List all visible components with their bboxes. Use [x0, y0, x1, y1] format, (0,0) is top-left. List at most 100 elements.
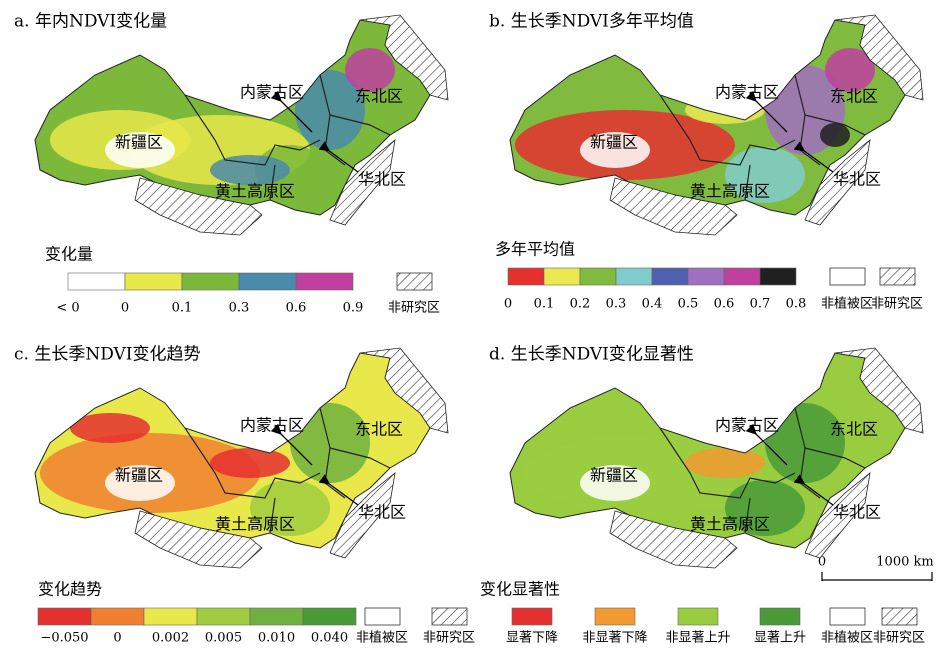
legend-label: 0.002	[152, 631, 189, 646]
map-patch	[725, 480, 805, 536]
map-patch	[580, 132, 650, 168]
legend-swatch	[90, 607, 145, 626]
legend-swatch	[124, 272, 183, 291]
legend-title: 变化趋势	[38, 580, 102, 599]
legend-title: 多年平均值	[495, 240, 575, 259]
non-study-area	[804, 472, 871, 559]
non-study-area	[609, 177, 738, 236]
legend-swatch	[615, 267, 653, 286]
map-patch	[345, 48, 395, 92]
region-border	[744, 497, 751, 534]
legend-swatch	[723, 267, 761, 286]
region-label: 内蒙古区	[715, 83, 779, 102]
non-study-swatch	[431, 607, 468, 626]
legend-label: 非研究区	[423, 631, 475, 646]
region-border	[184, 427, 321, 499]
region-border	[744, 164, 751, 201]
legend-swatch	[594, 607, 636, 626]
map-patch	[725, 147, 805, 203]
region-label: 东北区	[355, 420, 403, 439]
region-label: 黄土高原区	[215, 182, 295, 201]
legend-label: 非研究区	[388, 301, 440, 316]
region-label: 新疆区	[115, 466, 163, 485]
map-patch	[295, 70, 365, 150]
legend-label: 0.2	[570, 297, 591, 312]
legend-label: 0.9	[343, 301, 364, 316]
legend-label: 0.6	[286, 301, 307, 316]
map	[509, 14, 924, 236]
legend-label: 非研究区	[871, 297, 923, 312]
region-border	[804, 114, 866, 136]
arrow	[745, 423, 788, 466]
non-study-area	[804, 139, 871, 226]
legend-label: 非植被区	[821, 631, 873, 646]
legend-label: 0.040	[311, 631, 348, 646]
legend-label: 0	[121, 301, 129, 316]
non-study-area	[134, 177, 263, 236]
legend-label: 0.5	[678, 297, 699, 312]
region-border	[804, 447, 866, 469]
legend-label: 0.3	[606, 297, 627, 312]
legend-label: 0.3	[229, 301, 250, 316]
region-label: 东北区	[355, 87, 403, 106]
legend-label: 显著下降	[506, 631, 558, 646]
panel-title: b. 生长季NDVI多年平均值	[489, 12, 694, 32]
legend-swatch	[579, 267, 617, 286]
non-study-swatch	[396, 272, 433, 291]
legend-swatch	[651, 267, 689, 286]
legend-label: 显著上升	[754, 631, 806, 646]
region-label: 新疆区	[590, 133, 638, 152]
legend-label: 非研究区	[873, 631, 925, 646]
non-study-area	[329, 472, 396, 559]
map	[34, 347, 449, 569]
non-vegetation-swatch	[829, 607, 866, 626]
region-label: 新疆区	[590, 466, 638, 485]
arrow	[270, 423, 313, 466]
legend-swatch	[143, 607, 198, 626]
non-vegetation-swatch	[829, 267, 866, 286]
legend-label: 0.1	[534, 297, 555, 312]
legend-swatch	[196, 607, 251, 626]
panel-title: c. 生长季NDVI变化趋势	[14, 345, 201, 365]
arrow	[270, 90, 313, 133]
legend-swatch	[687, 267, 725, 286]
legend-title: 变化显著性	[480, 580, 560, 599]
legend-label: 0.8	[786, 297, 807, 312]
non-study-area	[834, 14, 924, 101]
region-border	[329, 447, 391, 469]
region-border	[794, 407, 821, 499]
map-patch	[105, 465, 175, 501]
legend-label: 0.005	[205, 631, 242, 646]
legend-title: 变化量	[45, 245, 93, 264]
region-label: 黄土高原区	[690, 515, 770, 534]
legend-label: 0.010	[258, 631, 295, 646]
non-study-area	[834, 347, 924, 434]
legend-label: 非植被区	[356, 631, 408, 646]
non-study-area	[359, 14, 449, 101]
scale-label: 1000 km	[876, 555, 933, 570]
legend-swatch	[249, 607, 304, 626]
region-border	[659, 94, 796, 166]
non-study-area	[359, 347, 449, 434]
map-patch	[820, 123, 850, 147]
non-vegetation-swatch	[364, 607, 401, 626]
region-label: 华北区	[358, 170, 406, 189]
legend-swatch	[677, 607, 719, 626]
non-study-swatch	[879, 267, 916, 286]
map-patch	[210, 155, 290, 185]
region-border	[329, 114, 391, 136]
non-study-area	[329, 139, 396, 226]
non-study-swatch	[881, 607, 918, 626]
region-label: 新疆区	[115, 133, 163, 152]
legend-label: 0.7	[750, 297, 771, 312]
region-label: 华北区	[358, 503, 406, 522]
region-label: 内蒙古区	[715, 416, 779, 435]
region-label: 华北区	[833, 170, 881, 189]
legend-label: −0.050	[40, 631, 88, 646]
scale-label: 0	[818, 555, 826, 570]
region-border	[794, 74, 821, 166]
non-study-area	[609, 510, 738, 569]
region-label: 华北区	[833, 503, 881, 522]
